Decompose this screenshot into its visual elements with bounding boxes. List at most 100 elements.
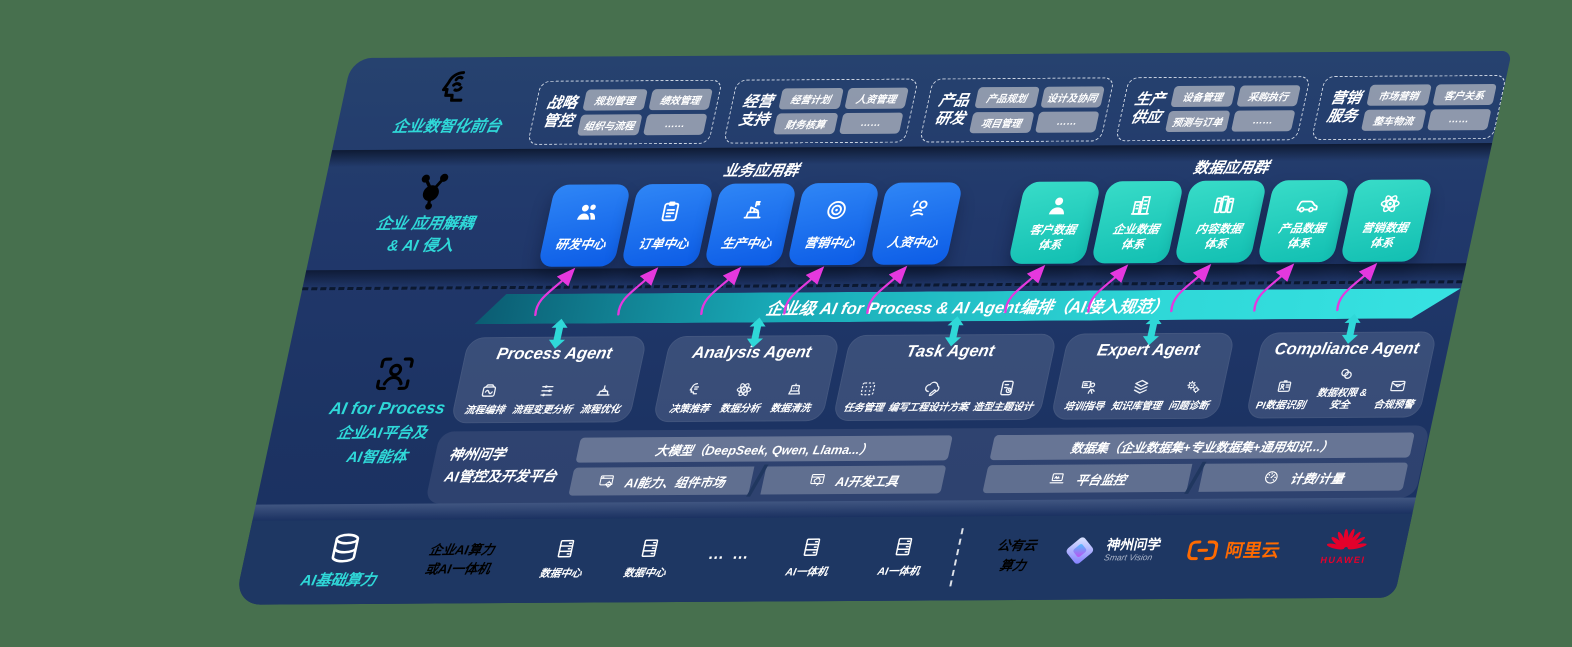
front-group-operation: 经营 支持 经营计划 人资管理 财务核算 …… bbox=[723, 78, 919, 144]
front-chip: 客户关系 bbox=[1431, 84, 1497, 106]
hr-icon bbox=[904, 196, 936, 222]
front-chip: 经营计划 bbox=[778, 87, 844, 110]
app-box-label: 研发中心 bbox=[553, 237, 607, 252]
agent-item: 知识库管理 bbox=[1110, 377, 1168, 413]
front-group-title: 生产 供应 bbox=[1129, 91, 1167, 127]
front-chip: 产品规划 bbox=[974, 86, 1040, 109]
ai-title-en: AI for Process bbox=[327, 398, 448, 419]
front-chip: 组织与流程 bbox=[576, 114, 642, 136]
building-icon bbox=[1125, 192, 1157, 218]
infra-ellipsis: … … bbox=[706, 545, 753, 563]
app-box-production-center: 生产中心 bbox=[703, 183, 798, 266]
app-box-marketing-center: 营销中心 bbox=[786, 182, 881, 266]
front-office-section-label: 企业数智化前台 bbox=[357, 65, 548, 137]
agent-item: 任务管理 bbox=[842, 378, 890, 414]
front-chip: 预测与订单 bbox=[1164, 110, 1230, 133]
layer-edge-shadow bbox=[328, 143, 1493, 168]
id-card-icon bbox=[1273, 376, 1297, 396]
agent-box-compliance: Compliance Agent PI数据识别 数据权限 & 安全 合规预警 bbox=[1245, 331, 1438, 419]
sliders-icon bbox=[534, 380, 558, 400]
people-icon bbox=[572, 198, 604, 224]
agent-item: 流程优化 bbox=[579, 380, 627, 416]
atom-icon bbox=[1374, 191, 1406, 217]
ai-title-line3: AI智能体 bbox=[345, 448, 409, 467]
infra-node-datacenter-1: 数据中心 bbox=[527, 536, 600, 580]
front-chip: 整车物流 bbox=[1360, 109, 1426, 131]
car-icon bbox=[1291, 191, 1323, 217]
front-chip: …… bbox=[1230, 110, 1296, 132]
server-icon bbox=[889, 535, 918, 559]
scan-person-icon bbox=[368, 352, 421, 396]
clean-icon bbox=[782, 379, 806, 399]
gears-icon bbox=[1181, 376, 1205, 396]
atom-icon bbox=[732, 379, 756, 399]
optimize-icon bbox=[592, 380, 616, 400]
data-box-label: 客户数据 体系 bbox=[1028, 224, 1078, 252]
data-box-customer: 客户数据 体系 bbox=[1007, 181, 1102, 264]
factory-icon bbox=[738, 197, 770, 223]
platform-dataset-group: 数据集（企业数据集+专业数据集+通用知识...） 平台监控 计费/计量 bbox=[982, 432, 1415, 494]
data-box-enterprise: 企业数据 体系 bbox=[1090, 180, 1185, 264]
platform-cell-monitor: 平台监控 bbox=[982, 463, 1193, 494]
permission-icon bbox=[1334, 364, 1358, 384]
architecture-panel: 企业数智化前台 战略 管控 规划管理 绩效管理 组织与流程 …… 经营 支持 经营计… bbox=[234, 50, 1512, 605]
apps-section-label: 企业 应用解耦 & AI 侵入 bbox=[323, 169, 532, 258]
front-chip: 财务核算 bbox=[772, 113, 838, 135]
server-icon bbox=[551, 537, 580, 561]
front-chip: …… bbox=[1426, 109, 1492, 131]
app-box-label: 订单中心 bbox=[636, 236, 690, 252]
front-group-title: 营销 服务 bbox=[1325, 90, 1363, 126]
platform-label: 神州问学 AI管控及开发平台 bbox=[443, 446, 559, 485]
aliyun-bracket-icon bbox=[1187, 539, 1219, 560]
agent-item: 合规预警 bbox=[1372, 375, 1420, 411]
front-chip: …… bbox=[838, 112, 904, 135]
aliyun-logo: 阿里云 bbox=[1184, 536, 1283, 563]
infra-bar: AI基础算力 企业AI算力 或AI一体机 数据中心 数据中心 … … AI一体机 … bbox=[234, 513, 1413, 605]
data-box-product: 产品数据 体系 bbox=[1256, 179, 1351, 263]
data-box-label: 内容数据 体系 bbox=[1194, 223, 1244, 251]
infra-section-label: AI基础算力 bbox=[271, 530, 414, 591]
agent-box-expert: Expert Agent 培训指导 知识库管理 问题诊断 bbox=[1050, 332, 1236, 420]
ai-title-line2: 企业AI平台及 bbox=[335, 424, 429, 443]
app-box-rd-center: 研发中心 bbox=[537, 184, 632, 267]
app-box-label: 生产中心 bbox=[719, 236, 773, 251]
monitor-icon bbox=[1046, 470, 1068, 488]
app-box-label: 人资中心 bbox=[885, 235, 939, 250]
mail-icon bbox=[1386, 375, 1410, 395]
front-group-title: 经营 支持 bbox=[737, 93, 775, 129]
devtools-icon bbox=[806, 471, 828, 489]
server-icon bbox=[797, 535, 826, 559]
data-box-marketing: 营销数据 体系 bbox=[1339, 179, 1434, 262]
apps-title: 企业 应用解耦 & AI 侵入 bbox=[374, 215, 476, 255]
models-bar: 大模型（DeepSeek, Qwen, Llama...） bbox=[575, 435, 953, 463]
app-box-hr-center: 人资中心 bbox=[869, 182, 964, 265]
components-icon bbox=[595, 472, 617, 490]
agent-item: 流程变更分析 bbox=[511, 380, 579, 416]
ai-orchestration-bar: 企业级 AI for Process & AI Agent编排（AI接入规范） bbox=[474, 288, 1460, 324]
front-group-supply: 生产 供应 设备管理 采购执行 预测与订单 …… bbox=[1115, 76, 1311, 142]
decision-icon bbox=[681, 379, 705, 399]
front-chip: 采购执行 bbox=[1235, 85, 1301, 107]
platform-models-group: 大模型（DeepSeek, Qwen, Llama...） AI能力、组件市场 … bbox=[568, 435, 953, 496]
business-apps-header: 业务应用群 bbox=[721, 162, 801, 180]
platform-cell-devtools: AI开发工具 bbox=[760, 465, 947, 495]
front-group-chips: 产品规划 设计及协同 项目管理 …… bbox=[968, 86, 1105, 134]
agent-item: 数据分析 bbox=[719, 379, 767, 415]
data-box-label: 企业数据 体系 bbox=[1111, 224, 1161, 251]
front-chip: 市场营销 bbox=[1366, 84, 1432, 106]
smartvision-logo: 神州问学 Smart Vision bbox=[1057, 531, 1164, 570]
agent-item: 培训指导 bbox=[1063, 377, 1111, 413]
platform-cell-components: AI能力、组件市场 bbox=[568, 466, 755, 496]
front-chip: 人资管理 bbox=[843, 87, 909, 109]
flow-icon bbox=[477, 381, 501, 401]
agent-item: 编写工程设计方案 bbox=[887, 378, 975, 414]
front-group-chips: 市场营销 客户关系 整车物流 …… bbox=[1360, 84, 1497, 131]
front-chip: 设备管理 bbox=[1170, 85, 1236, 108]
infra-title: AI基础算力 bbox=[299, 571, 378, 590]
agent-item: 决策推荐 bbox=[668, 379, 716, 415]
layers-icon bbox=[1128, 377, 1152, 397]
molecule-icon bbox=[407, 169, 458, 211]
huawei-petals-icon bbox=[1326, 528, 1367, 550]
app-box-order-center: 订单中心 bbox=[620, 183, 715, 267]
